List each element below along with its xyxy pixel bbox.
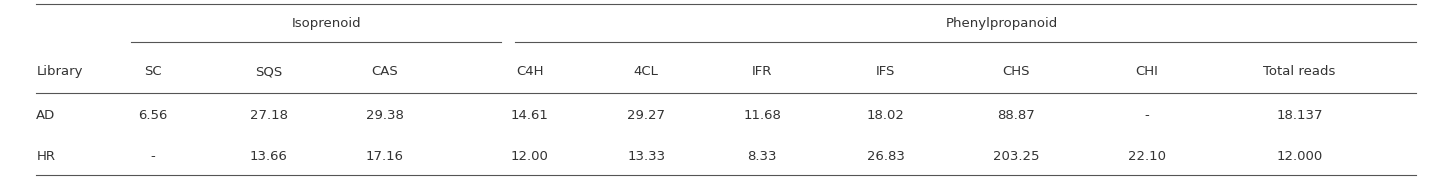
Text: 12.00: 12.00 — [511, 150, 549, 163]
Text: CHI: CHI — [1135, 65, 1159, 78]
Text: 12.000: 12.000 — [1276, 150, 1323, 163]
Text: 203.25: 203.25 — [993, 150, 1040, 163]
Text: HR: HR — [36, 150, 55, 163]
Text: 14.61: 14.61 — [511, 109, 549, 122]
Text: -: - — [1144, 109, 1150, 122]
Text: Isoprenoid: Isoprenoid — [292, 16, 362, 30]
Text: 4CL: 4CL — [633, 65, 659, 78]
Text: 26.83: 26.83 — [867, 150, 905, 163]
Text: SC: SC — [144, 65, 161, 78]
Text: -: - — [150, 150, 155, 163]
Text: IFR: IFR — [752, 65, 772, 78]
Text: 13.66: 13.66 — [250, 150, 287, 163]
Text: AD: AD — [36, 109, 55, 122]
Text: C4H: C4H — [517, 65, 543, 78]
Text: 29.38: 29.38 — [366, 109, 404, 122]
Text: 6.56: 6.56 — [138, 109, 167, 122]
Text: 22.10: 22.10 — [1128, 150, 1166, 163]
Text: 8.33: 8.33 — [748, 150, 777, 163]
Text: SQS: SQS — [256, 65, 282, 78]
Text: 18.137: 18.137 — [1276, 109, 1323, 122]
Text: IFS: IFS — [876, 65, 896, 78]
Text: 11.68: 11.68 — [743, 109, 781, 122]
Text: CAS: CAS — [372, 65, 398, 78]
Text: 27.18: 27.18 — [250, 109, 287, 122]
Text: Total reads: Total reads — [1263, 65, 1336, 78]
Text: 17.16: 17.16 — [366, 150, 404, 163]
Text: 18.02: 18.02 — [867, 109, 905, 122]
Text: 29.27: 29.27 — [627, 109, 665, 122]
Text: Library: Library — [36, 65, 83, 78]
Text: 13.33: 13.33 — [627, 150, 665, 163]
Text: 88.87: 88.87 — [998, 109, 1035, 122]
Text: Phenylpropanoid: Phenylpropanoid — [945, 16, 1059, 30]
Text: CHS: CHS — [1003, 65, 1029, 78]
